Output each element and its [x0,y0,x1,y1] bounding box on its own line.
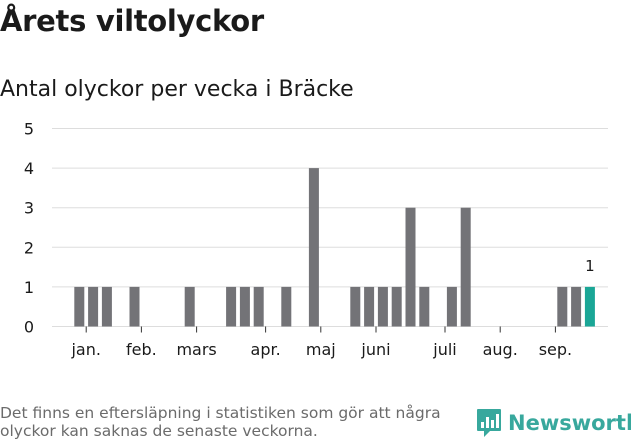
brand-name: Newsworthy [508,411,631,435]
bars [74,168,595,327]
bar [281,286,292,327]
chart-title: Årets viltolyckor [0,4,264,38]
bar [350,286,361,327]
x-tick-label: apr. [251,340,281,359]
data-label: 1 [585,257,595,275]
bar [88,286,99,327]
x-tick-label: mars [176,340,216,359]
bar [460,207,471,327]
bar [239,286,250,327]
bar [364,286,375,327]
y-tick-label: 0 [24,318,34,337]
y-tick-label: 3 [24,199,34,218]
bar [446,286,457,327]
bar [184,286,195,327]
x-tick-label: sep. [539,340,572,359]
data-labels: 1 [585,257,595,275]
bar [557,286,568,327]
footnote: Det finns en eftersläpning i statistiken… [0,404,441,440]
x-tick-label: feb. [126,340,157,359]
bar [571,286,582,327]
bar [253,286,264,327]
gridlines [52,128,608,327]
bar [74,286,85,327]
bar [377,286,388,327]
y-axis: 0 1 2 3 4 5 [24,120,34,337]
x-tick-label: juni [360,340,390,359]
y-tick-label: 4 [24,159,34,178]
chart-subtitle: Antal olyckor per vecka i Bräcke [0,77,354,102]
bar-chart: 0 1 2 3 4 5 jan. feb. mars apr. maj juni juli aug. se… [24,120,608,359]
bar [419,286,430,327]
bar [308,168,319,327]
y-tick-label: 5 [24,120,34,139]
bar [405,207,416,327]
bar [129,286,140,327]
x-tick-label: aug. [483,340,518,359]
bar [391,286,402,327]
x-tick-label: jan. [70,340,100,359]
y-tick-label: 1 [24,278,34,297]
brand-logo[interactable]: Newsworthy [476,408,631,438]
bar [226,286,237,327]
speech-bubble-chart-icon [477,409,501,437]
x-tick-label: maj [306,340,336,359]
bar [101,286,112,327]
x-axis: jan. feb. mars apr. maj juni juli aug. sep. [70,326,572,359]
x-tick-label: juli [432,340,456,359]
y-tick-label: 2 [24,238,34,257]
bar-highlight [584,286,595,327]
